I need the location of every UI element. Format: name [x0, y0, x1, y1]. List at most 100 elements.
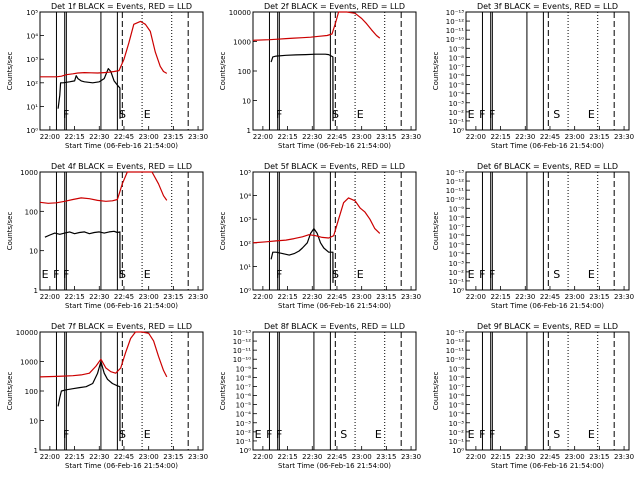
- x-tick-label: 23:30: [401, 453, 421, 461]
- series-lld: [39, 171, 168, 204]
- x-tick-label: 22:30: [302, 133, 322, 141]
- plot-frame: [39, 11, 204, 131]
- x-axis-label: Start Time (06-Feb-16 21:54:00): [491, 462, 604, 470]
- y-tick-label: 10⁵: [26, 9, 38, 17]
- x-tick-label: 23:30: [614, 133, 634, 141]
- y-tick-label: 10⁻¹⁰: [446, 36, 464, 44]
- y-tick-label: 10⁻¹²: [446, 178, 464, 186]
- y-tick-label: 10: [29, 418, 38, 426]
- y-tick-label: 10⁵: [239, 169, 251, 177]
- x-tick-label: 23:15: [376, 293, 396, 301]
- x-axis-label: Start Time (06-Feb-16 21:54:00): [278, 302, 391, 310]
- y-tick-label: 10⁻⁵: [449, 402, 465, 410]
- plot-frame: [465, 11, 630, 131]
- y-tick-label: 10⁻¹³: [446, 329, 464, 337]
- x-axis-label: Start Time (06-Feb-16 21:54:00): [278, 142, 391, 150]
- marker-e: E: [357, 108, 364, 121]
- y-tick-label: 10⁻⁷: [449, 63, 465, 71]
- y-tick-label: 10⁻³: [449, 260, 465, 268]
- panel-det-9: Det 9f BLACK = Events, RED = LLD10⁰10⁻¹1…: [432, 322, 634, 470]
- y-tick-label: 10³: [239, 216, 251, 224]
- marker-f: F: [276, 108, 282, 121]
- y-tick-label: 100: [25, 208, 38, 216]
- x-tick-label: 22:15: [277, 453, 297, 461]
- y-tick-label: 10⁻⁴: [449, 251, 465, 259]
- y-tick-label: 10¹: [239, 263, 251, 271]
- y-tick-label: 10: [242, 98, 251, 106]
- x-tick-label: 22:00: [253, 293, 273, 301]
- panel-det-2: Det 2f BLACK = Events, RED = LLD 1 10 100 10…: [219, 2, 421, 150]
- marker-e: E: [144, 268, 151, 281]
- y-tick-label: 10⁻¹¹: [446, 187, 464, 195]
- x-tick-label: 23:15: [163, 133, 183, 141]
- x-tick-label: 23:00: [352, 453, 372, 461]
- y-tick-label: 1000: [20, 359, 38, 367]
- y-axis-label: Counts/sec: [219, 52, 227, 91]
- x-tick-label: 22:45: [540, 453, 560, 461]
- y-tick-label: 10⁻¹¹: [233, 347, 251, 355]
- y-tick-label: 10⁻¹²: [233, 338, 251, 346]
- marker-e: E: [468, 108, 475, 121]
- plot-frame: [465, 171, 630, 291]
- x-tick-label: 22:00: [40, 293, 60, 301]
- series-lld: [252, 197, 381, 244]
- panel-det-1: Det 1f BLACK = Events, RED = LLD 10⁰ 10¹ 10…: [6, 2, 208, 150]
- marker-f: F: [276, 268, 282, 281]
- y-axis-label: Counts/sec: [432, 372, 440, 411]
- y-tick-label: 10⁻⁹: [236, 365, 252, 373]
- y-tick-label: 10⁻³: [449, 100, 465, 108]
- panel-title: Det 8f BLACK = Events, RED = LLD: [264, 322, 405, 331]
- y-tick-label: 10⁰: [239, 287, 251, 295]
- x-tick-label: 22:00: [40, 453, 60, 461]
- y-tick-label: 10⁻⁴: [449, 411, 465, 419]
- x-tick-label: 23:30: [188, 453, 208, 461]
- y-tick-label: 10⁻⁵: [449, 82, 465, 90]
- x-tick-label: 22:30: [515, 293, 535, 301]
- y-tick-label: 10⁻¹: [236, 438, 252, 446]
- panel-det-4: Det 4f BLACK = Events, RED = LLD 1 10 100 10…: [6, 162, 208, 310]
- y-tick-label: 10⁻⁴: [236, 411, 252, 419]
- marker-e: E: [357, 268, 364, 281]
- x-tick-label: 22:15: [277, 133, 297, 141]
- plot-frame: [39, 171, 204, 291]
- series-events: [270, 228, 334, 283]
- y-tick-label: 10⁻⁸: [449, 374, 465, 382]
- y-tick-label: 1: [34, 447, 38, 455]
- y-tick-label: 10⁴: [26, 33, 38, 41]
- marker-e: E: [588, 268, 595, 281]
- x-tick-label: 22:30: [515, 453, 535, 461]
- y-tick-label: 10⁰: [452, 447, 464, 455]
- x-tick-label: 23:30: [401, 293, 421, 301]
- marker-s: S: [553, 428, 560, 441]
- y-tick-label: 10⁰: [239, 447, 251, 455]
- y-tick-label: 10²: [239, 240, 251, 248]
- panel-title: Det 7f BLACK = Events, RED = LLD: [51, 322, 192, 331]
- x-tick-label: 22:00: [253, 453, 273, 461]
- x-axis-label: Start Time (06-Feb-16 21:54:00): [278, 462, 391, 470]
- panel-title: Det 4f BLACK = Events, RED = LLD: [51, 162, 192, 171]
- marker-s: S: [332, 108, 339, 121]
- y-axis-label: Counts/sec: [432, 212, 440, 251]
- x-tick-label: 22:45: [327, 453, 347, 461]
- y-tick-label: 100: [25, 388, 38, 396]
- y-tick-label: 10⁻⁸: [236, 374, 252, 382]
- y-tick-label: 10⁻⁸: [449, 54, 465, 62]
- x-tick-label: 23:15: [589, 453, 609, 461]
- y-tick-label: 10⁻⁶: [449, 73, 465, 81]
- x-tick-label: 23:30: [401, 133, 421, 141]
- y-tick-label: 10⁻²: [449, 109, 465, 117]
- y-axis-label: Counts/sec: [219, 372, 227, 411]
- marker-e: E: [375, 428, 382, 441]
- y-tick-label: 100: [238, 68, 251, 76]
- plot-frame: [252, 171, 417, 291]
- panel-title: Det 6f BLACK = Events, RED = LLD: [477, 162, 618, 171]
- x-tick-label: 23:30: [614, 453, 634, 461]
- marker-f: F: [63, 428, 69, 441]
- marker-f: F: [266, 428, 272, 441]
- x-tick-label: 23:30: [614, 293, 634, 301]
- x-tick-label: 22:00: [253, 133, 273, 141]
- x-tick-label: 22:15: [490, 293, 510, 301]
- marker-s: S: [119, 428, 126, 441]
- x-tick-label: 22:45: [540, 133, 560, 141]
- y-tick-label: 1000: [20, 169, 38, 177]
